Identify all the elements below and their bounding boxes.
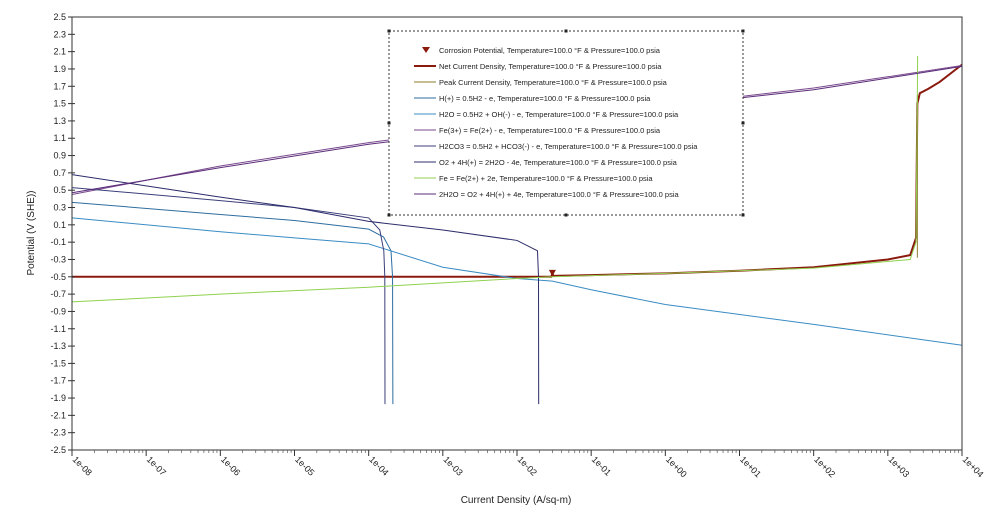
legend-entry-2: Peak Current Density, Temperature=100.0 … <box>439 78 668 87</box>
y-tick-label: 1.3 <box>53 116 66 126</box>
legend-resize-handle[interactable] <box>564 29 568 33</box>
y-tick-label: 0.9 <box>53 151 66 161</box>
legend-marker-0 <box>422 47 430 53</box>
legend-box <box>388 30 744 216</box>
y-tick-label: 2.5 <box>53 12 66 22</box>
legend-entry-7: O2 + 4H(+) = 2H2O - 4e, Temperature=100.… <box>439 158 678 167</box>
y-tick-label: 0.1 <box>53 220 66 230</box>
y-tick-label: -2.5 <box>50 445 66 455</box>
y-tick-label: -1.5 <box>50 358 66 368</box>
legend-resize-handle[interactable] <box>741 121 745 125</box>
series-line-6 <box>71 187 386 405</box>
y-tick-label: 2.1 <box>53 47 66 57</box>
y-tick-label: -0.7 <box>50 289 66 299</box>
legend-resize-handle[interactable] <box>741 213 745 217</box>
y-tick-label: -0.5 <box>50 272 66 282</box>
y-tick-label: -1.9 <box>50 393 66 403</box>
y-tick-label: -0.1 <box>50 237 66 247</box>
y-tick-label: 1.1 <box>53 133 66 143</box>
series-line-7 <box>71 174 540 405</box>
legend[interactable]: Corrosion Potential, Temperature=100.0 °… <box>387 29 745 217</box>
legend-entry-4: H2O = 0.5H2 + OH(-) - e, Temperature=100… <box>439 110 679 119</box>
y-tick-label: 1.9 <box>53 64 66 74</box>
y-tick-label: -1.3 <box>50 341 66 351</box>
legend-resize-handle[interactable] <box>387 29 391 33</box>
legend-entry-3: H(+) = 0.5H2 - e, Temperature=100.0 °F &… <box>439 94 651 103</box>
y-tick-label: 0.3 <box>53 203 66 213</box>
legend-entry-0: Corrosion Potential, Temperature=100.0 °… <box>439 46 661 55</box>
y-tick-label: 2.3 <box>53 29 66 39</box>
y-tick-label: 1.7 <box>53 81 66 91</box>
series-line-8 <box>71 55 919 303</box>
y-axis-title: Potential (V (SHE)) <box>26 190 37 275</box>
series-line-1 <box>72 63 963 278</box>
x-axis-title: Current Density (A/sq-m) <box>461 495 572 506</box>
legend-resize-handle[interactable] <box>564 213 568 217</box>
y-tick-label: -1.7 <box>50 376 66 386</box>
legend-entry-5: Fe(3+) = Fe(2+) - e, Temperature=100.0 °… <box>439 126 661 135</box>
legend-resize-handle[interactable] <box>387 213 391 217</box>
y-tick-label: 0.5 <box>53 185 66 195</box>
y-tick-label: -0.9 <box>50 306 66 316</box>
y-tick-label: -2.1 <box>50 410 66 420</box>
legend-resize-handle[interactable] <box>741 29 745 33</box>
legend-entry-1: Net Current Density, Temperature=100.0 °… <box>439 62 662 71</box>
legend-entry-8: Fe = Fe(2+) + 2e, Temperature=100.0 °F &… <box>439 174 653 183</box>
legend-entry-9: 2H2O = O2 + 4H(+) + 4e, Temperature=100.… <box>439 190 679 199</box>
series-line-3 <box>71 201 394 405</box>
y-tick-label: 0.7 <box>53 168 66 178</box>
legend-resize-handle[interactable] <box>387 121 391 125</box>
y-tick-label: -2.3 <box>50 428 66 438</box>
legend-entry-6: H2CO3 = 0.5H2 + HCO3(-) - e, Temperature… <box>439 142 698 151</box>
y-tick-label: -0.3 <box>50 254 66 264</box>
y-tick-label: 1.5 <box>53 99 66 109</box>
y-tick-label: -1.1 <box>50 324 66 334</box>
